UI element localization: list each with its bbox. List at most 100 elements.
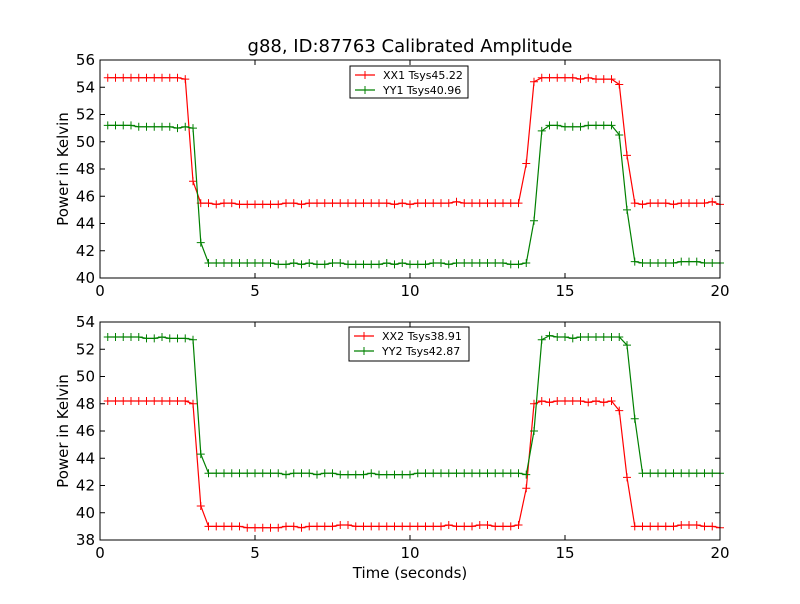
data-point [553,397,562,406]
data-point [382,259,391,268]
data-point [491,199,500,208]
data-point [282,522,290,531]
data-point [475,259,484,268]
data-point [483,259,492,268]
data-point [398,522,407,531]
x-tick-label: 20 [710,544,729,562]
data-point [599,121,608,130]
data-point [320,260,329,269]
data-point [646,259,655,268]
data-point [142,73,151,82]
data-point [289,199,298,208]
data-point [561,332,569,341]
data-point [483,469,492,478]
legend-label: XX1 Tsys45.22 [383,69,463,82]
data-point [491,522,500,531]
data-point [235,469,244,478]
data-point [359,260,368,269]
data-point [421,199,430,208]
top-panel: 0 5 10 15 20 40 42 44 46 48 50 52 54 56 Power in Kelvi… [54,51,730,300]
data-point [537,126,546,135]
legend-label: XX2 Tsys38.91 [382,330,462,343]
data-point [189,335,197,344]
data-point [142,334,151,343]
data-point [599,332,608,341]
data-point [499,469,507,478]
data-point [134,73,143,82]
data-point [514,469,523,478]
data-point [692,199,701,208]
data-point [537,335,546,344]
data-point [421,469,430,478]
data-point [227,469,236,478]
data-point [514,521,523,530]
data-point [623,473,631,482]
y-tick-label: 40 [76,269,95,287]
data-point [522,484,531,493]
data-point [444,521,453,530]
data-point [173,73,182,82]
data-point [506,260,515,269]
data-point [103,397,112,406]
data-point [320,522,329,531]
data-point [158,122,166,131]
data-point [646,522,655,531]
data-point [398,199,407,208]
data-point [220,199,228,208]
data-point [181,397,190,406]
data-point [700,522,709,531]
data-point [351,199,360,208]
data-point [382,199,391,208]
data-point [158,332,166,341]
data-point [654,259,662,268]
y-tick-label: 50 [76,133,95,151]
data-point [328,469,337,478]
data-point [282,470,290,479]
data-point [692,521,701,530]
data-point [134,397,143,406]
legend-marker [361,71,369,79]
data-point [623,341,631,350]
data-point [212,469,221,478]
legend-marker [360,347,368,355]
legend-label: YY2 Tsys42.87 [381,345,460,358]
data-point [444,199,453,208]
data-point [491,469,500,478]
data-point [313,199,321,208]
data-point [561,397,569,406]
data-point [196,450,205,459]
data-point [375,470,383,479]
data-point [429,522,438,531]
data-point [328,259,337,268]
data-point [305,469,314,478]
y-tick-label: 46 [76,187,95,205]
data-point [530,77,538,86]
data-point [274,260,283,269]
data-point [351,470,360,479]
data-point [220,469,228,478]
data-point [305,259,314,268]
data-point [243,523,252,532]
data-point [630,414,639,423]
data-point [204,522,213,531]
data-point [119,121,128,130]
data-point [375,260,383,269]
x-tick-label: 5 [250,544,260,562]
data-point [382,522,391,531]
y-tick-label: 42 [76,242,95,260]
data-point [638,522,647,531]
data-point [189,177,197,186]
data-point [243,200,252,209]
legend-box [349,65,469,99]
data-point [545,121,554,130]
data-point [367,260,376,269]
data-point [568,122,577,131]
data-point [638,200,647,209]
data-point [460,199,469,208]
data-point [289,469,298,478]
data-point [235,200,244,209]
legend-marker [360,332,368,340]
data-point [336,259,345,268]
data-point [158,397,166,406]
